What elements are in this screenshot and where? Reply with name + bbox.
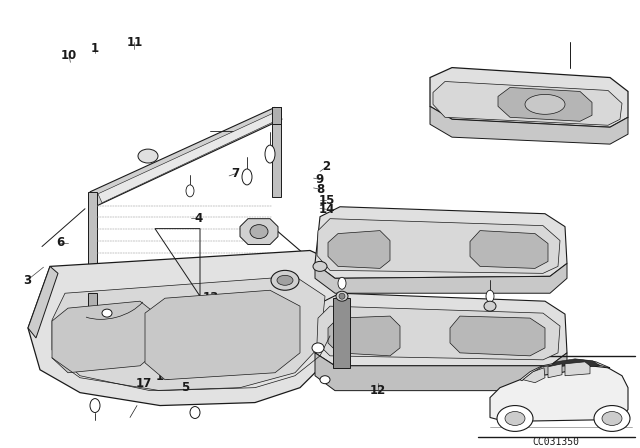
Text: 3: 3 xyxy=(23,274,31,287)
Text: 5: 5 xyxy=(182,381,189,394)
Ellipse shape xyxy=(336,291,348,301)
Polygon shape xyxy=(490,366,628,422)
Polygon shape xyxy=(315,207,567,278)
Text: 12: 12 xyxy=(369,384,386,397)
Ellipse shape xyxy=(190,406,200,418)
Ellipse shape xyxy=(320,376,330,383)
Ellipse shape xyxy=(338,277,346,289)
Polygon shape xyxy=(88,293,97,308)
Ellipse shape xyxy=(277,276,293,285)
Polygon shape xyxy=(272,108,281,124)
Polygon shape xyxy=(548,359,600,368)
Text: 7: 7 xyxy=(232,167,239,180)
Polygon shape xyxy=(548,364,562,378)
Ellipse shape xyxy=(250,224,268,238)
Polygon shape xyxy=(333,298,350,368)
Polygon shape xyxy=(272,108,281,197)
Polygon shape xyxy=(520,360,610,381)
Polygon shape xyxy=(28,250,350,405)
Text: 15: 15 xyxy=(318,194,335,207)
Polygon shape xyxy=(315,353,567,391)
Polygon shape xyxy=(433,82,622,125)
Ellipse shape xyxy=(102,309,112,317)
Ellipse shape xyxy=(265,145,275,163)
Text: 13: 13 xyxy=(203,291,220,304)
Ellipse shape xyxy=(313,262,327,271)
Text: 2: 2 xyxy=(323,160,330,173)
Text: 9: 9 xyxy=(316,173,324,186)
Polygon shape xyxy=(565,362,590,376)
Polygon shape xyxy=(430,68,628,127)
Ellipse shape xyxy=(186,185,194,197)
Polygon shape xyxy=(315,263,567,293)
Polygon shape xyxy=(317,219,560,273)
Polygon shape xyxy=(88,192,97,308)
Text: 18: 18 xyxy=(99,345,116,358)
Text: 14: 14 xyxy=(318,203,335,216)
Polygon shape xyxy=(328,231,390,268)
Polygon shape xyxy=(450,316,545,356)
Polygon shape xyxy=(145,290,300,380)
Ellipse shape xyxy=(525,95,565,114)
Polygon shape xyxy=(430,106,628,144)
Polygon shape xyxy=(88,300,275,308)
Polygon shape xyxy=(240,219,278,245)
Polygon shape xyxy=(28,267,58,338)
Polygon shape xyxy=(498,87,592,121)
Ellipse shape xyxy=(90,399,100,413)
Polygon shape xyxy=(328,316,400,356)
Ellipse shape xyxy=(138,149,158,163)
Ellipse shape xyxy=(486,290,494,302)
Polygon shape xyxy=(52,276,325,391)
Text: CC031350: CC031350 xyxy=(532,437,579,448)
Polygon shape xyxy=(98,112,279,203)
Polygon shape xyxy=(90,108,282,206)
Text: 4: 4 xyxy=(195,212,202,225)
Ellipse shape xyxy=(484,301,496,311)
Text: 8: 8 xyxy=(316,183,324,196)
Polygon shape xyxy=(52,301,155,373)
Ellipse shape xyxy=(594,405,630,431)
Polygon shape xyxy=(315,293,567,366)
Polygon shape xyxy=(470,231,548,268)
Text: 16: 16 xyxy=(156,370,172,383)
Ellipse shape xyxy=(602,412,622,426)
Polygon shape xyxy=(317,306,560,360)
Ellipse shape xyxy=(312,343,324,353)
Text: 10: 10 xyxy=(61,49,77,62)
Text: 1: 1 xyxy=(91,42,99,55)
Ellipse shape xyxy=(242,169,252,185)
Ellipse shape xyxy=(339,293,345,299)
Ellipse shape xyxy=(505,412,525,426)
Text: 17: 17 xyxy=(136,377,152,390)
Ellipse shape xyxy=(271,270,299,290)
Text: 11: 11 xyxy=(126,36,143,49)
Polygon shape xyxy=(523,368,545,383)
Ellipse shape xyxy=(497,405,533,431)
Text: 6: 6 xyxy=(56,236,64,249)
